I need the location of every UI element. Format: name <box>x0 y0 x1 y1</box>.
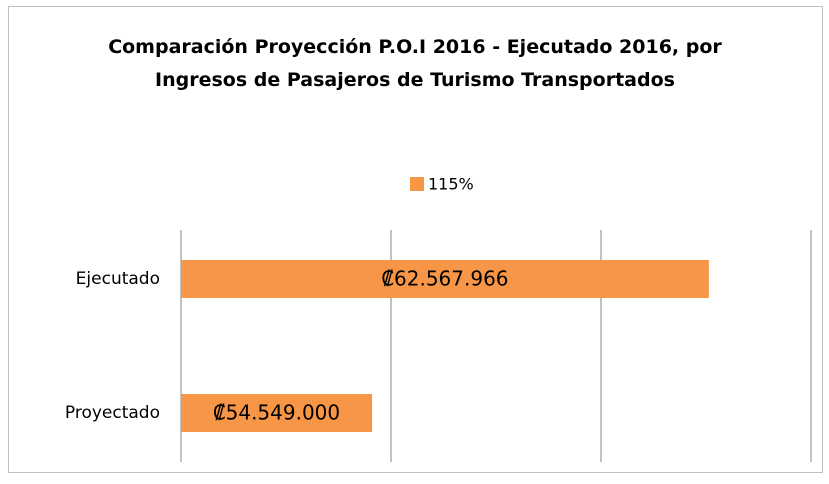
legend-label: 115% <box>428 175 474 194</box>
chart-border <box>8 6 823 473</box>
legend-swatch <box>410 177 424 191</box>
y-tick-label: Ejecutado <box>76 269 160 289</box>
chart-title: Comparación Proyección P.O.I 2016 - Ejec… <box>108 36 722 91</box>
bar <box>181 394 373 432</box>
y-tick-label: Proyectado <box>65 403 160 423</box>
data-label: ₡54.549.000 <box>213 401 340 425</box>
bar <box>181 260 709 298</box>
data-label: ₡62.567.966 <box>381 267 508 291</box>
